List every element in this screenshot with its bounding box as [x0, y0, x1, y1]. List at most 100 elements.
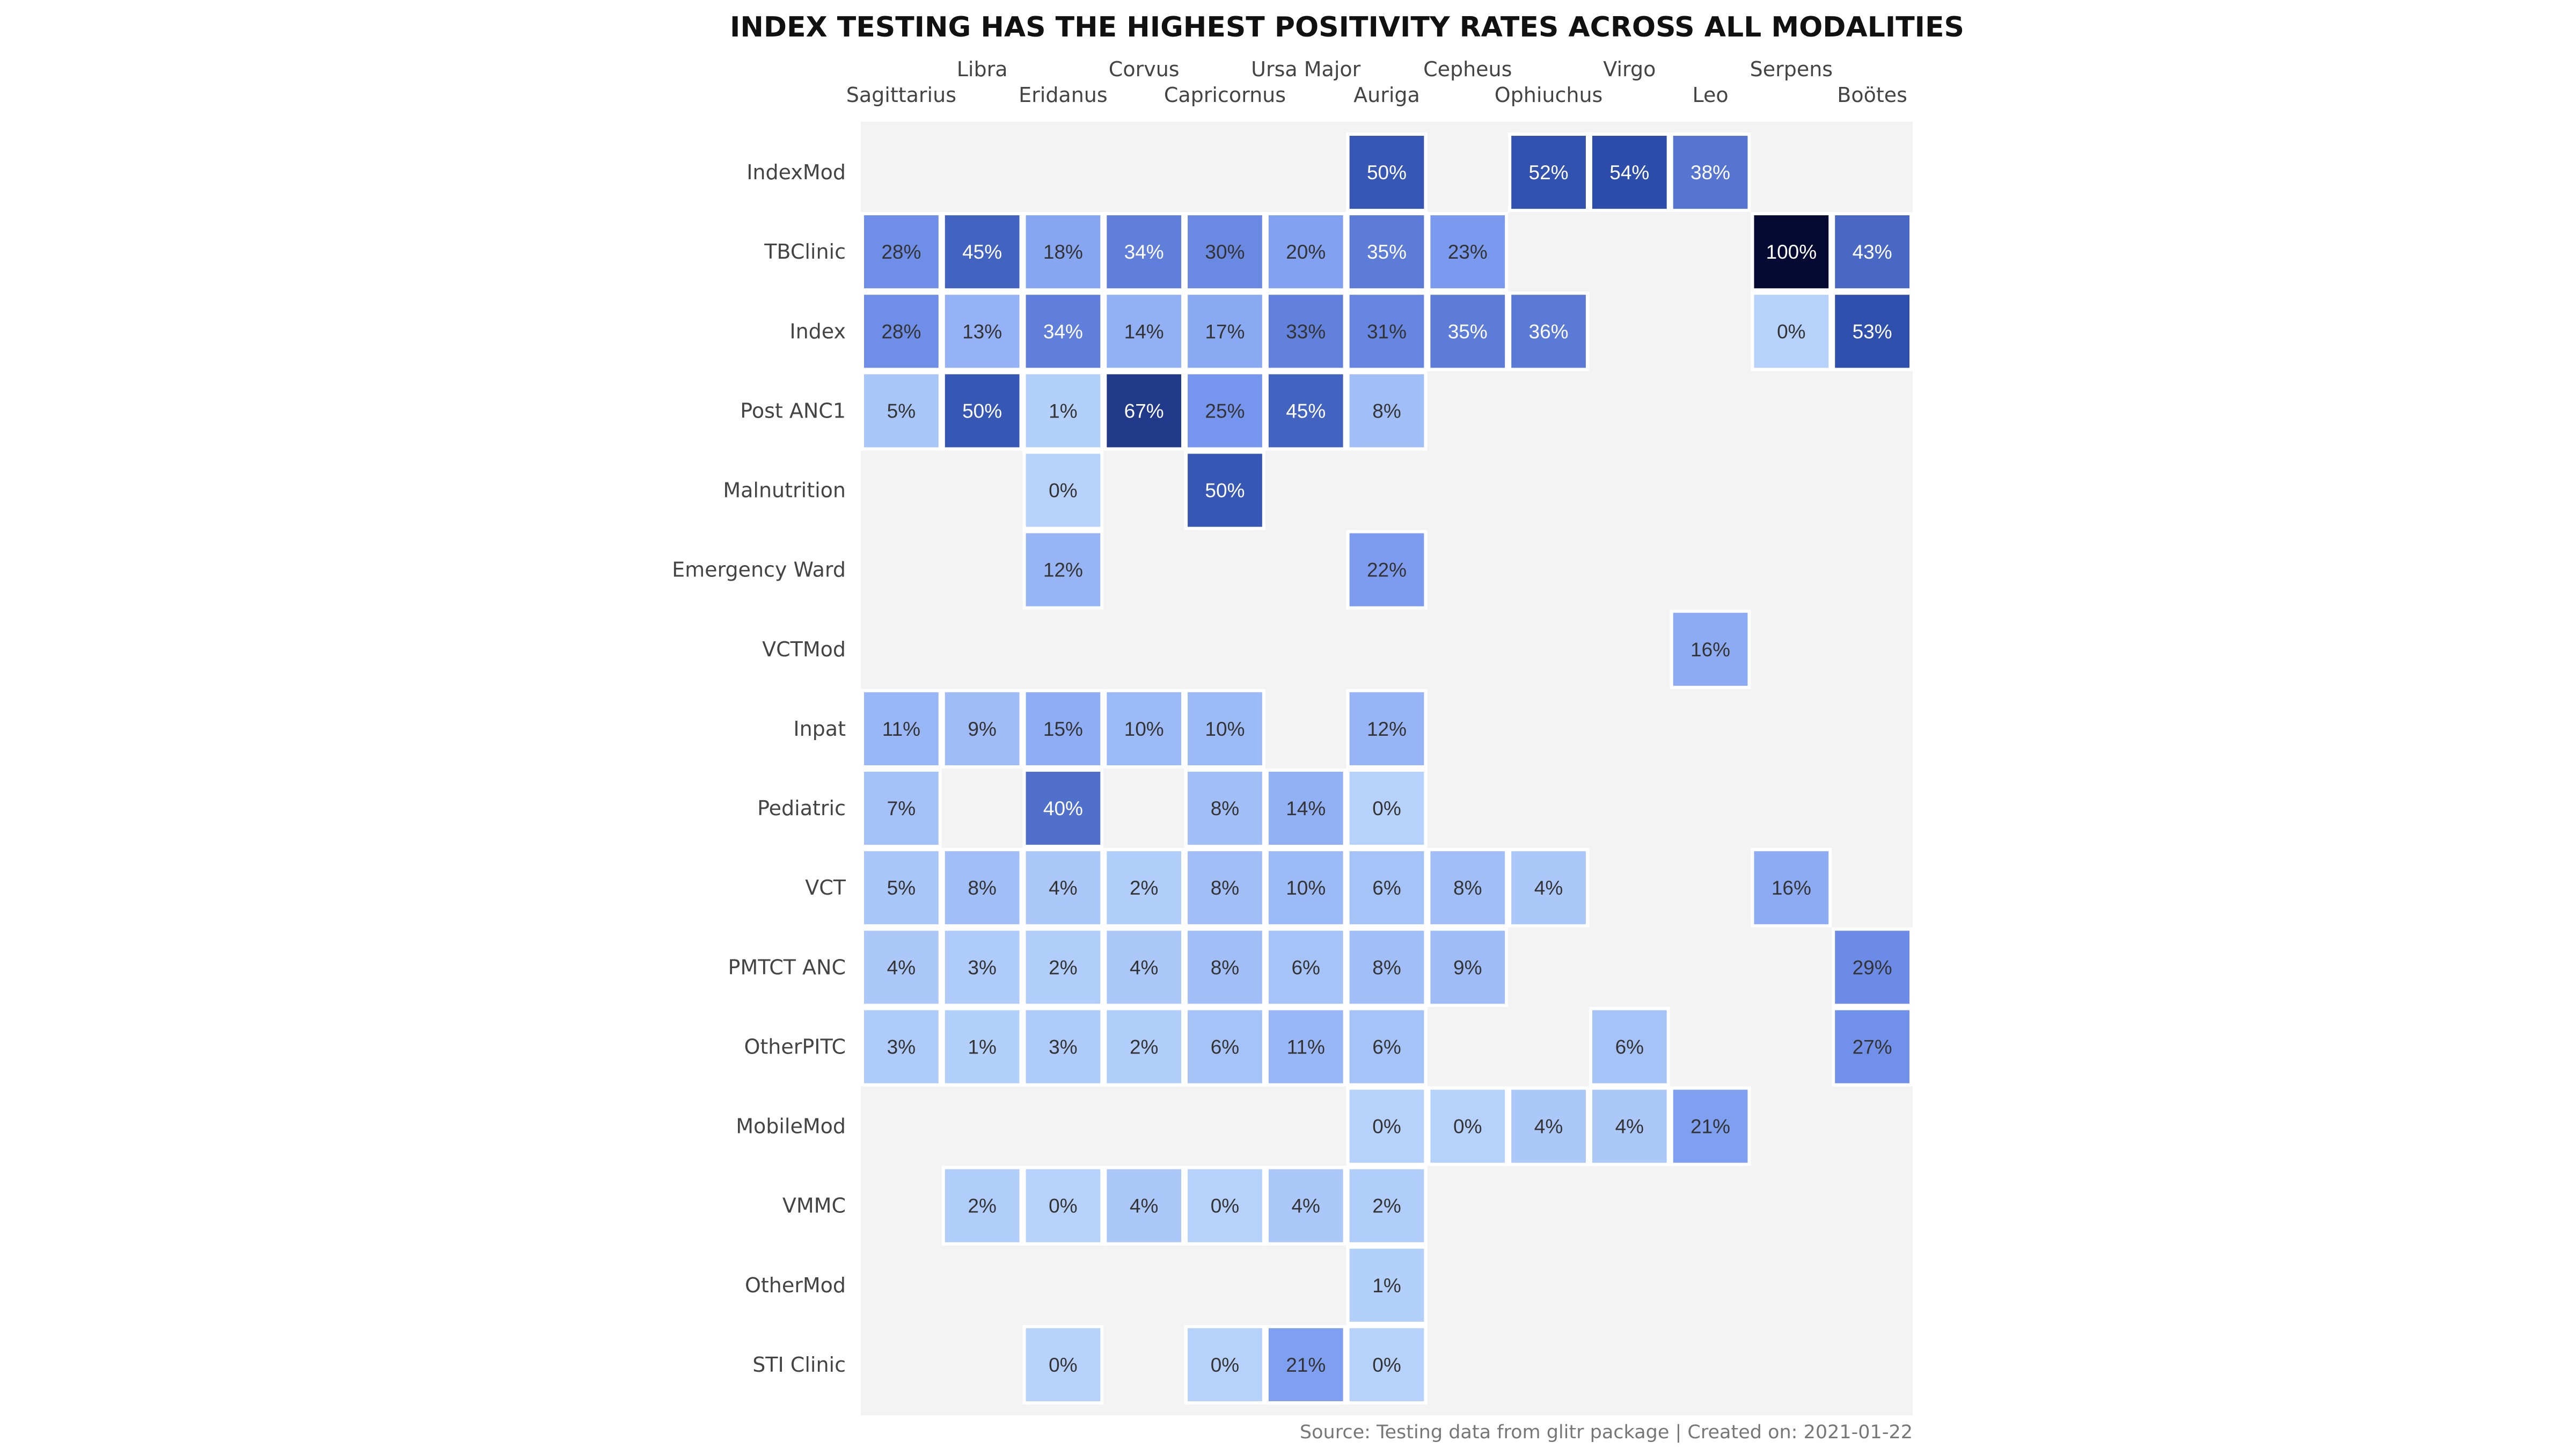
cell-label-mobilemod-ophiuchus: 4% [1534, 1116, 1563, 1138]
cell-post-anc1-libra [941, 371, 1023, 451]
cell-label-otherpitc-ursa-major: 11% [1287, 1036, 1325, 1058]
cell-tbclinic-cepheus [1427, 212, 1509, 292]
cell-index-ophiuchus [1508, 291, 1589, 371]
cell-label-pmtct-anc-ursa-major: 6% [1291, 956, 1320, 978]
cell-pmtct-anc-corvus [1103, 927, 1185, 1007]
cell-label-sti-clinic-capricornus: 0% [1211, 1354, 1239, 1376]
row-label-othermod: OtherMod [745, 1274, 846, 1297]
cell-vmmc-libra [941, 1166, 1023, 1246]
cell-label-vct-auriga: 6% [1372, 877, 1401, 899]
cell-label-malnutrition-capricornus: 50% [1205, 480, 1245, 502]
row-label-inpat: Inpat [793, 717, 846, 741]
row-label-tbclinic: TBClinic [764, 240, 846, 264]
cell-pediatric-ursa-major [1265, 769, 1346, 848]
row-label-vct: VCT [805, 876, 846, 899]
cell-label-pediatric-auriga: 0% [1372, 797, 1401, 819]
column-label-virgo: Virgo [1603, 57, 1656, 81]
column-label-auriga: Auriga [1353, 83, 1420, 107]
row-label-post-anc1: Post ANC1 [740, 399, 846, 422]
cell-label-vct-serpens: 16% [1772, 877, 1811, 899]
cell-post-anc1-corvus [1103, 371, 1185, 451]
cell-label-post-anc1-libra: 50% [962, 400, 1002, 422]
cell-malnutrition-capricornus [1184, 450, 1265, 530]
cell-label-otherpitc-eridanus: 3% [1049, 1036, 1077, 1058]
row-label-indexmod: IndexMod [747, 160, 846, 184]
column-label-ophiuchus: Ophiuchus [1495, 83, 1603, 107]
cell-pediatric-auriga [1346, 769, 1428, 848]
cell-label-emergency-ward-auriga: 22% [1367, 559, 1407, 581]
cell-label-vmmc-auriga: 2% [1372, 1195, 1401, 1217]
cell-label-index-ophiuchus: 36% [1529, 320, 1569, 342]
chart-caption: Source: Testing data from glitr package … [1300, 1422, 1913, 1443]
column-label-cepheus: Cepheus [1423, 57, 1512, 81]
column-label-leo: Leo [1693, 83, 1729, 107]
cell-inpat-corvus [1103, 689, 1185, 769]
cell-label-mobilemod-auriga: 0% [1372, 1116, 1401, 1138]
cell-vct-capricornus [1184, 848, 1265, 928]
cell-label-pmtct-anc-sagittarius: 4% [887, 956, 916, 978]
row-label-otherpitc: OtherPITC [744, 1035, 846, 1058]
cell-sti-clinic-capricornus [1184, 1324, 1265, 1404]
column-label-capricornus: Capricornus [1164, 83, 1286, 107]
cell-label-sti-clinic-eridanus: 0% [1049, 1354, 1077, 1376]
cell-post-anc1-eridanus [1022, 371, 1104, 451]
row-label-pediatric: Pediatric [757, 796, 846, 820]
column-label-bootes: Boötes [1837, 83, 1907, 107]
cell-label-index-cepheus: 35% [1448, 320, 1488, 342]
cell-label-inpat-sagittarius: 11% [882, 718, 920, 740]
cell-label-vct-cepheus: 8% [1453, 877, 1482, 899]
cell-mobilemod-virgo [1589, 1086, 1670, 1166]
cell-vct-cepheus [1427, 848, 1509, 928]
cell-pmtct-anc-cepheus [1427, 927, 1509, 1007]
cell-label-tbclinic-sagittarius: 28% [881, 241, 921, 263]
row-label-sti-clinic: STI Clinic [752, 1353, 846, 1377]
cell-vct-corvus [1103, 848, 1185, 928]
cell-inpat-libra [941, 689, 1023, 769]
cell-vmmc-corvus [1103, 1166, 1185, 1246]
cell-label-index-libra: 13% [962, 320, 1002, 342]
cell-label-vct-sagittarius: 5% [887, 877, 916, 899]
cell-label-otherpitc-sagittarius: 3% [887, 1036, 916, 1058]
cell-label-othermod-auriga: 1% [1372, 1275, 1401, 1297]
cell-inpat-capricornus [1184, 689, 1265, 769]
cell-label-index-auriga: 31% [1367, 320, 1407, 342]
cell-label-index-ursa-major: 33% [1286, 320, 1326, 342]
cell-label-inpat-libra: 9% [968, 718, 996, 740]
cell-label-index-corvus: 14% [1124, 320, 1164, 342]
cell-label-mobilemod-virgo: 4% [1615, 1116, 1644, 1138]
row-label-pmtct-anc: PMTCT ANC [728, 955, 846, 979]
cell-otherpitc-eridanus [1022, 1007, 1104, 1087]
cell-tbclinic-ursa-major [1265, 212, 1346, 292]
cell-label-inpat-eridanus: 15% [1043, 718, 1083, 740]
cell-otherpitc-sagittarius [861, 1007, 942, 1087]
cell-label-pmtct-anc-capricornus: 8% [1211, 956, 1239, 978]
cell-label-post-anc1-eridanus: 1% [1049, 400, 1077, 422]
column-label-serpens: Serpens [1750, 57, 1833, 81]
cell-sti-clinic-auriga [1346, 1324, 1428, 1404]
cell-label-malnutrition-eridanus: 0% [1049, 480, 1077, 502]
cell-inpat-eridanus [1022, 689, 1104, 769]
cell-label-index-capricornus: 17% [1205, 320, 1245, 342]
cell-pmtct-anc-ursa-major [1265, 927, 1346, 1007]
cell-label-vct-ophiuchus: 4% [1534, 877, 1563, 899]
cell-mobilemod-auriga [1346, 1086, 1428, 1166]
cell-vmmc-auriga [1346, 1166, 1428, 1246]
cell-vct-sagittarius [861, 848, 942, 928]
cell-index-eridanus [1022, 291, 1104, 371]
cell-index-sagittarius [861, 291, 942, 371]
cell-label-vmmc-capricornus: 0% [1211, 1195, 1239, 1217]
cell-index-cepheus [1427, 291, 1509, 371]
row-label-vctmod: VCTMod [762, 638, 846, 661]
cell-pmtct-anc-libra [941, 927, 1023, 1007]
cell-label-tbclinic-cepheus: 23% [1448, 241, 1488, 263]
row-labels: IndexMod TBClinic Index Post ANC1 Malnutriti… [672, 160, 846, 1377]
cell-label-vctmod-leo: 16% [1690, 639, 1730, 661]
cell-tbclinic-libra [941, 212, 1023, 292]
cell-otherpitc-libra [941, 1007, 1023, 1087]
cell-label-vmmc-eridanus: 0% [1049, 1195, 1077, 1217]
cell-label-otherpitc-corvus: 2% [1130, 1036, 1158, 1058]
cell-vct-ophiuchus [1508, 848, 1589, 928]
cell-label-tbclinic-bootes: 43% [1853, 241, 1892, 263]
